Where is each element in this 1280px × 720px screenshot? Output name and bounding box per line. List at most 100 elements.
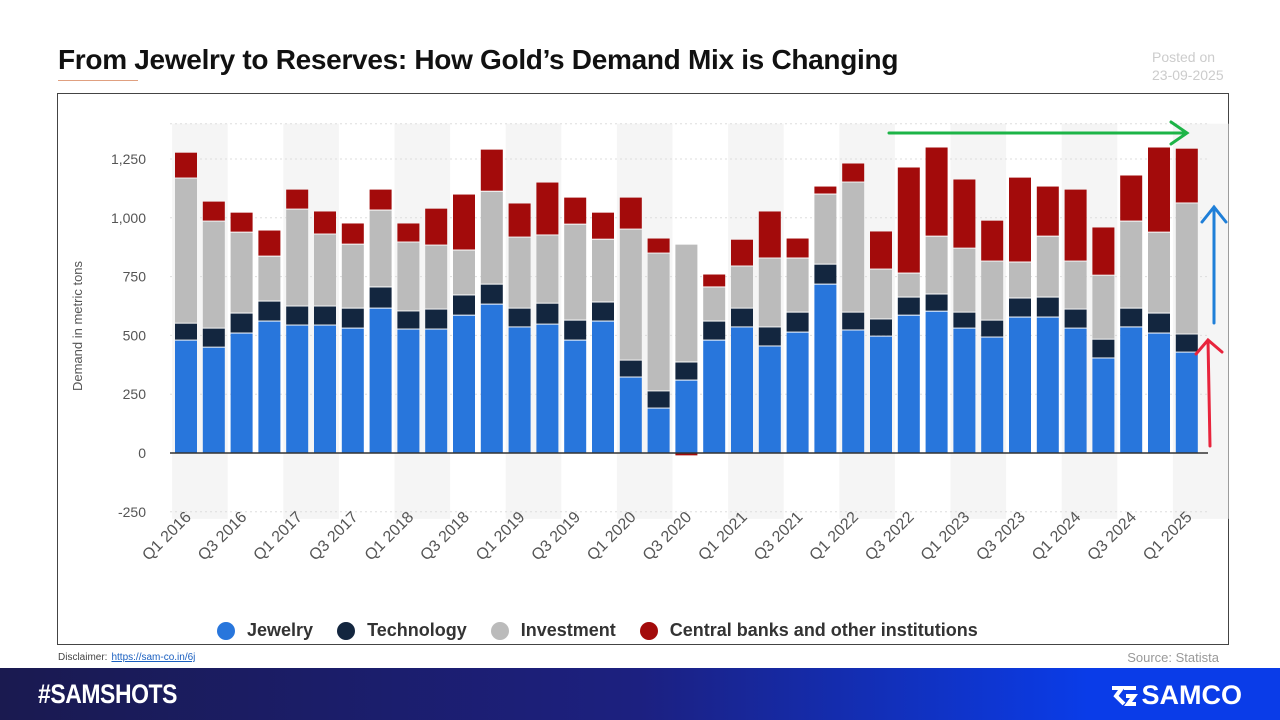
bar-segment — [230, 313, 253, 333]
bar-segment — [536, 235, 559, 303]
bar-segment — [1148, 313, 1170, 333]
bar-segment — [175, 340, 197, 453]
x-tick-label: Q1 2020 — [584, 509, 639, 564]
bar-segment — [175, 178, 197, 323]
bar-segment — [341, 244, 364, 308]
bar-segment — [1064, 309, 1087, 328]
bar-segment — [480, 284, 503, 304]
x-tick-label: Q1 2023 — [918, 509, 973, 564]
bar-segment — [341, 308, 364, 328]
posted-value: 23-09-2025 — [1152, 67, 1224, 83]
bar-segment — [564, 197, 587, 224]
posted-date: Posted on 23-09-2025 — [1152, 48, 1224, 84]
disclaimer-link[interactable]: https://sam-co.in/6j — [111, 652, 196, 663]
stacked-bar-chart: -250 0 250 500 750 1,000 1,250 Demand in metric… — [70, 120, 1229, 564]
bar-segment — [397, 242, 420, 311]
bar-segment — [703, 274, 726, 287]
bar-segment — [564, 224, 587, 320]
bar-segment — [1036, 236, 1059, 297]
bar-segment — [314, 234, 336, 306]
bar-segment — [870, 231, 892, 269]
bar-segment — [1064, 189, 1087, 261]
bar-segment — [508, 203, 531, 237]
bar-segment — [286, 325, 309, 453]
legend-dot-icon — [217, 621, 235, 640]
bar-segment — [453, 315, 475, 453]
bar-segment — [175, 152, 197, 178]
x-tick-label: Q1 2016 — [139, 509, 194, 564]
bar-segment — [536, 303, 559, 324]
bar-segment — [731, 308, 753, 327]
samco-mark-icon — [1111, 685, 1138, 706]
bar-segment — [202, 221, 225, 328]
bar-segment — [786, 332, 809, 453]
bar-segment — [286, 209, 309, 306]
bar-segment — [425, 309, 448, 329]
bar-segment — [1120, 175, 1143, 221]
y-tick-label: 1,000 — [111, 210, 146, 226]
green-arrow-icon — [887, 120, 1190, 146]
legend-dot-icon — [490, 621, 509, 640]
brand-name: SAMCO — [1141, 680, 1243, 710]
bar-segment — [1175, 148, 1198, 203]
chart-legend: Jewelry Technology Investment Central ba… — [217, 620, 1002, 641]
bar-segment — [647, 238, 670, 253]
bar-segment — [286, 306, 309, 325]
page-title: From Jewelry to Reserves: How Gold’s Dem… — [58, 44, 899, 75]
bar-segment — [981, 261, 1004, 320]
blue-arrow-icon — [1200, 204, 1228, 325]
bar-segment — [202, 201, 225, 221]
bar-segment — [480, 149, 503, 191]
legend-label: Technology — [367, 620, 467, 640]
legend-central-banks[interactable]: Central banks and other institutions — [639, 620, 978, 641]
bar-segment — [981, 220, 1004, 261]
bar-segment — [258, 230, 281, 256]
bar-segment — [870, 269, 892, 319]
legend-label: Jewelry — [247, 620, 314, 640]
y-tick-label: 0 — [138, 445, 146, 461]
legend-dot-icon — [337, 621, 356, 640]
title-underline — [58, 80, 138, 81]
bar-segment — [397, 311, 420, 329]
legend-technology[interactable]: Technology — [337, 620, 467, 641]
bar-segment — [842, 330, 865, 453]
bar-segment — [508, 308, 531, 327]
bar-segment — [230, 333, 253, 453]
bar-segment — [286, 189, 309, 209]
bar-segment — [1175, 334, 1198, 352]
bar-segment — [202, 347, 225, 453]
y-tick-label: 1,250 — [111, 151, 146, 167]
legend-jewelry[interactable]: Jewelry — [217, 620, 313, 641]
bar-segment — [1148, 147, 1170, 232]
bar-segment — [425, 329, 448, 453]
bar-segment — [842, 312, 865, 330]
bar-segment — [647, 253, 670, 391]
bar-segment — [842, 163, 865, 182]
bar-segment — [258, 256, 281, 301]
bar-segment — [814, 194, 837, 264]
bar-segment — [897, 273, 920, 297]
legend-dot-icon — [639, 621, 658, 640]
bar-segment — [564, 340, 587, 453]
bar-segment — [758, 258, 781, 327]
bar-segment — [1120, 327, 1143, 453]
bar-segment — [897, 297, 920, 315]
bar-segment — [369, 189, 392, 210]
bar-segment — [842, 182, 865, 312]
bar-segment — [592, 321, 614, 453]
bar-segment — [786, 238, 809, 258]
bar-segment — [675, 244, 698, 362]
bar-segment — [731, 327, 753, 453]
bar-segment — [981, 337, 1004, 453]
bar-segment — [592, 239, 614, 302]
red-arrow-icon — [1194, 337, 1224, 448]
bar-segment — [508, 237, 531, 308]
bar-segment — [1148, 232, 1170, 313]
bar-segment — [1036, 297, 1059, 317]
bar-segment — [619, 377, 642, 453]
bar-segment — [1064, 328, 1087, 453]
legend-investment[interactable]: Investment — [490, 620, 616, 641]
x-tick-label: Q1 2021 — [695, 509, 750, 564]
bar-segment — [1009, 298, 1031, 317]
bar-segment — [425, 245, 448, 309]
